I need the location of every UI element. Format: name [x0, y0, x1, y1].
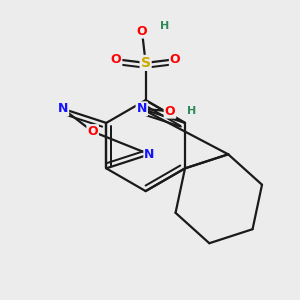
Text: O: O: [137, 25, 147, 38]
Text: O: O: [165, 105, 175, 118]
Text: O: O: [170, 53, 181, 66]
Text: N: N: [144, 148, 155, 161]
Text: S: S: [141, 56, 151, 70]
Text: O: O: [87, 125, 98, 138]
Text: H: H: [187, 106, 196, 116]
Text: N: N: [136, 102, 147, 116]
Text: O: O: [111, 53, 122, 66]
Text: N: N: [58, 102, 68, 116]
Text: H: H: [160, 21, 169, 31]
